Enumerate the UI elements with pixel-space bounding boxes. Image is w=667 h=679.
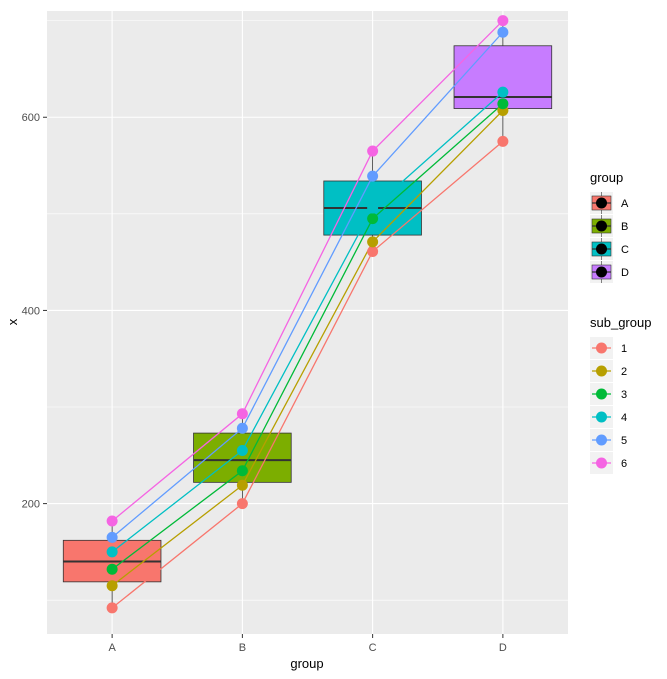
- data-point-5: [106, 531, 118, 543]
- legend-sub-group-item: 4: [590, 406, 627, 428]
- x-tick-label: A: [108, 642, 116, 654]
- legend-key-point: [596, 197, 607, 209]
- legend-sub-group-label: 5: [621, 435, 627, 447]
- legend-sub-group-item: 2: [590, 360, 627, 382]
- series-line-6: [111, 20, 504, 522]
- legend-sub-group-item: 1: [590, 337, 627, 359]
- x-tick-label: B: [239, 642, 246, 654]
- series-line-3: [111, 103, 504, 570]
- data-point-1: [367, 246, 379, 258]
- legend-group-item: D: [590, 261, 629, 283]
- legend-group-label: A: [621, 198, 629, 210]
- series-line-1: [111, 140, 504, 609]
- plot-panel: [47, 11, 568, 634]
- legend-key-point: [596, 342, 607, 354]
- x-tick-label: C: [369, 642, 377, 654]
- legend-key-point: [596, 243, 607, 255]
- legend-group-item: B: [590, 215, 628, 237]
- data-point-3: [497, 98, 509, 110]
- legend-group-item: A: [590, 192, 629, 214]
- data-point-4: [497, 86, 509, 98]
- data-point-3: [236, 465, 248, 477]
- legend-group-item: C: [590, 238, 629, 260]
- data-point-1: [236, 498, 248, 510]
- axes: 200 400 600 A B C D: [22, 112, 507, 654]
- legend-group-title: group: [590, 170, 623, 185]
- data-point-2: [106, 580, 118, 592]
- data-point-4: [367, 202, 379, 214]
- data-point-6: [497, 15, 509, 27]
- series-line-5: [111, 31, 504, 538]
- data-point-3: [367, 213, 379, 225]
- y-tick-label: 200: [22, 499, 40, 511]
- data-point-5: [367, 170, 379, 182]
- legend-key-point: [596, 457, 607, 469]
- data-point-5: [236, 422, 248, 434]
- data-point-1: [106, 602, 118, 614]
- data-point-1: [497, 135, 509, 147]
- legend-group-label: D: [621, 267, 629, 279]
- legend-sub-group-label: 3: [621, 389, 627, 401]
- series-line-4: [111, 91, 504, 553]
- data-point-6: [106, 515, 118, 527]
- legend-key-point: [596, 365, 607, 377]
- series-points: [106, 15, 509, 614]
- series-line-2: [111, 110, 504, 587]
- y-tick-label: 600: [22, 112, 40, 124]
- legend-sub-group-label: 2: [621, 366, 627, 378]
- legend-sub-group-label: 6: [621, 458, 627, 470]
- data-point-2: [236, 479, 248, 491]
- legend-key-point: [596, 220, 607, 232]
- legend-sub-group-title: sub_group: [590, 315, 651, 330]
- legend-group-label: C: [621, 244, 629, 256]
- legend-key-point: [596, 411, 607, 423]
- legend-sub-group-label: 4: [621, 412, 627, 424]
- x-tick-label: D: [499, 642, 507, 654]
- box-body: [453, 45, 553, 109]
- y-tick-label: 400: [22, 305, 40, 317]
- legend-sub-group-item: 5: [590, 429, 627, 451]
- series-lines: [111, 20, 504, 609]
- data-point-2: [367, 236, 379, 248]
- data-point-6: [367, 145, 379, 157]
- legend-sub-group: sub_group 1 2 3 4 5 6: [590, 315, 651, 474]
- data-point-5: [497, 26, 509, 38]
- legend-sub-group-label: 1: [621, 343, 627, 355]
- y-axis-title: x: [5, 318, 20, 325]
- legend-sub-group-item: 3: [590, 383, 627, 405]
- legend-key-point: [596, 266, 607, 278]
- legend-key-point: [596, 388, 607, 400]
- legend-group-label: B: [621, 221, 628, 233]
- data-point-4: [236, 444, 248, 456]
- legend-key-point: [596, 434, 607, 446]
- x-axis-title: group: [290, 656, 323, 671]
- data-point-4: [106, 546, 118, 558]
- data-point-3: [106, 563, 118, 575]
- legend-sub-group-item: 6: [590, 452, 627, 474]
- boxplots: [62, 20, 553, 608]
- data-point-6: [236, 408, 248, 420]
